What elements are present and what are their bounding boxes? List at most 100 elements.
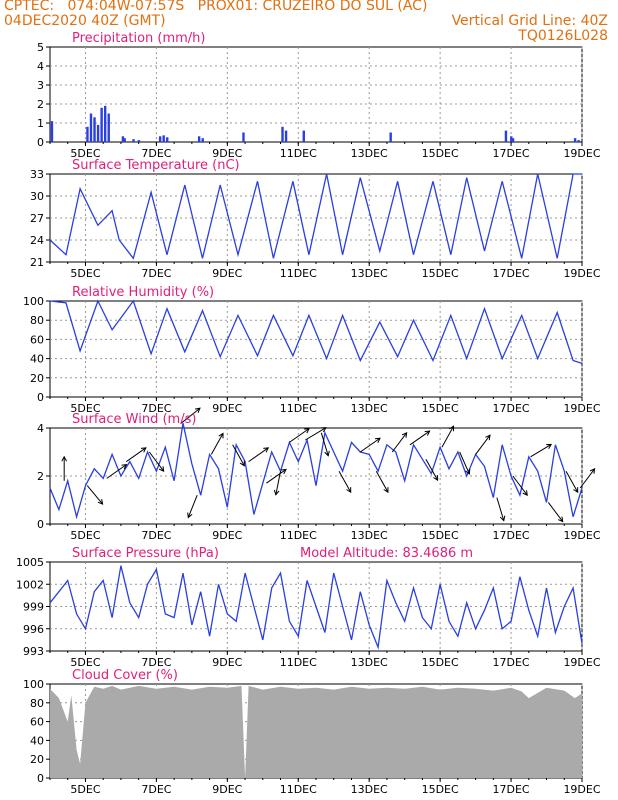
x-tick-label: 19DEC — [563, 783, 600, 796]
x-tick-label: 7DEC — [141, 656, 171, 669]
precip-bar — [197, 136, 201, 142]
y-tick-label: 60 — [30, 716, 44, 729]
wind-arrow-head — [304, 428, 310, 434]
wind-arrow — [459, 451, 470, 475]
panel-5 — [46, 683, 583, 782]
y-tick-label: 993 — [23, 645, 44, 658]
series-line — [49, 423, 583, 520]
y-tick-label: 2 — [37, 98, 44, 111]
precip-bar — [123, 138, 126, 142]
x-tick-label: 11DEC — [280, 656, 317, 669]
x-tick-label: 9DEC — [212, 529, 242, 542]
precip-bar — [510, 136, 513, 142]
x-tick-label: 5DEC — [70, 529, 100, 542]
wind-arrow — [579, 468, 596, 489]
x-tick-label: 7DEC — [141, 402, 171, 415]
x-tick-label: 5DEC — [70, 656, 100, 669]
x-tick-label: 19DEC — [563, 529, 600, 542]
wind-arrow-head — [140, 447, 147, 453]
x-tick-label: 11DEC — [280, 783, 317, 796]
x-tick-label: 9DEC — [212, 267, 242, 280]
x-tick-label: 19DEC — [563, 267, 600, 280]
precip-bar — [162, 135, 165, 142]
wind-arrow-head — [401, 431, 408, 438]
wind-arrow-head — [522, 490, 528, 497]
precip-bar — [504, 130, 508, 142]
series-line — [49, 299, 583, 365]
x-tick-label: 19DEC — [563, 147, 600, 160]
x-tick-label: 11DEC — [280, 529, 317, 542]
wind-arrow — [409, 430, 430, 446]
y-tick-label: 21 — [30, 256, 44, 269]
x-tick-label: 5DEC — [70, 783, 100, 796]
x-tick-label: 17DEC — [493, 267, 530, 280]
y-tick-label: 1002 — [16, 578, 44, 591]
x-tick-label: 11DEC — [280, 267, 317, 280]
x-tick-label: 17DEC — [493, 656, 530, 669]
cloud-cover-area — [50, 685, 582, 778]
panel-title: Surface Wind (m/s) — [72, 412, 196, 427]
precip-bar — [577, 140, 580, 142]
x-tick-label: 13DEC — [351, 783, 388, 796]
panel-1 — [46, 173, 583, 266]
wind-arrow — [320, 432, 329, 456]
wind-arrow — [86, 485, 103, 505]
panel-title: Surface Pressure (hPa) — [72, 546, 219, 561]
y-tick-label: 0 — [37, 772, 44, 785]
x-tick-label: 5DEC — [70, 147, 100, 160]
x-tick-label: 19DEC — [563, 656, 600, 669]
wind-arrow — [305, 427, 327, 441]
precip-bar — [137, 140, 141, 142]
wind-arrow — [565, 470, 579, 493]
x-tick-label: 13DEC — [351, 656, 388, 669]
x-tick-label: 17DEC — [493, 529, 530, 542]
x-tick-label: 15DEC — [422, 783, 459, 796]
x-tick-label: 15DEC — [422, 267, 459, 280]
x-tick-label: 9DEC — [212, 783, 242, 796]
wind-arrow-head — [263, 447, 270, 453]
series-line — [49, 173, 582, 260]
precip-bar — [201, 138, 204, 142]
y-tick-label: 20 — [30, 753, 44, 766]
wind-arrow-head — [239, 460, 245, 467]
y-tick-label: 27 — [30, 212, 44, 225]
precip-bar — [132, 139, 135, 142]
x-tick-label: 11DEC — [280, 402, 317, 415]
precip-bar — [302, 130, 305, 142]
header-model-code: TQ0126L028 — [518, 28, 608, 44]
precip-bar — [93, 117, 96, 142]
wind-arrow-head — [546, 443, 553, 450]
precip-bar — [86, 126, 89, 142]
wind-arrow-head — [97, 499, 104, 505]
x-tick-label: 9DEC — [212, 402, 242, 415]
y-tick-label: 40 — [30, 353, 44, 366]
wind-arrow-head — [424, 430, 431, 436]
wind-arrow — [360, 437, 381, 453]
wind-arrow-head — [383, 487, 389, 494]
y-tick-label: 999 — [23, 601, 44, 614]
precip-bar — [242, 132, 245, 142]
precip-bar — [89, 113, 93, 142]
wind-arrow-head — [158, 466, 165, 473]
y-tick-label: 100 — [23, 678, 44, 691]
panel-0 — [46, 46, 583, 146]
x-tick-label: 13DEC — [351, 267, 388, 280]
y-tick-label: 1 — [37, 117, 44, 130]
precip-bar — [50, 121, 54, 142]
panel-title: Relative Humidity (%) — [72, 285, 214, 300]
header-grid-line: Vertical Grid Line: 40Z — [451, 13, 608, 29]
wind-arrow — [180, 407, 201, 424]
x-tick-label: 15DEC — [422, 529, 459, 542]
precip-bar — [121, 136, 125, 142]
x-tick-label: 7DEC — [141, 147, 171, 160]
panel-title: Surface Temperature (nC) — [72, 158, 240, 173]
wind-arrow — [148, 451, 165, 472]
y-tick-label: 80 — [30, 314, 44, 327]
y-tick-label: 0 — [37, 391, 44, 404]
x-tick-label: 19DEC — [563, 402, 600, 415]
x-tick-label: 9DEC — [212, 656, 242, 669]
wind-arrow — [232, 444, 245, 467]
wind-arrow — [125, 447, 147, 463]
y-tick-label: 1005 — [16, 556, 44, 569]
wind-arrow-head — [273, 489, 280, 496]
